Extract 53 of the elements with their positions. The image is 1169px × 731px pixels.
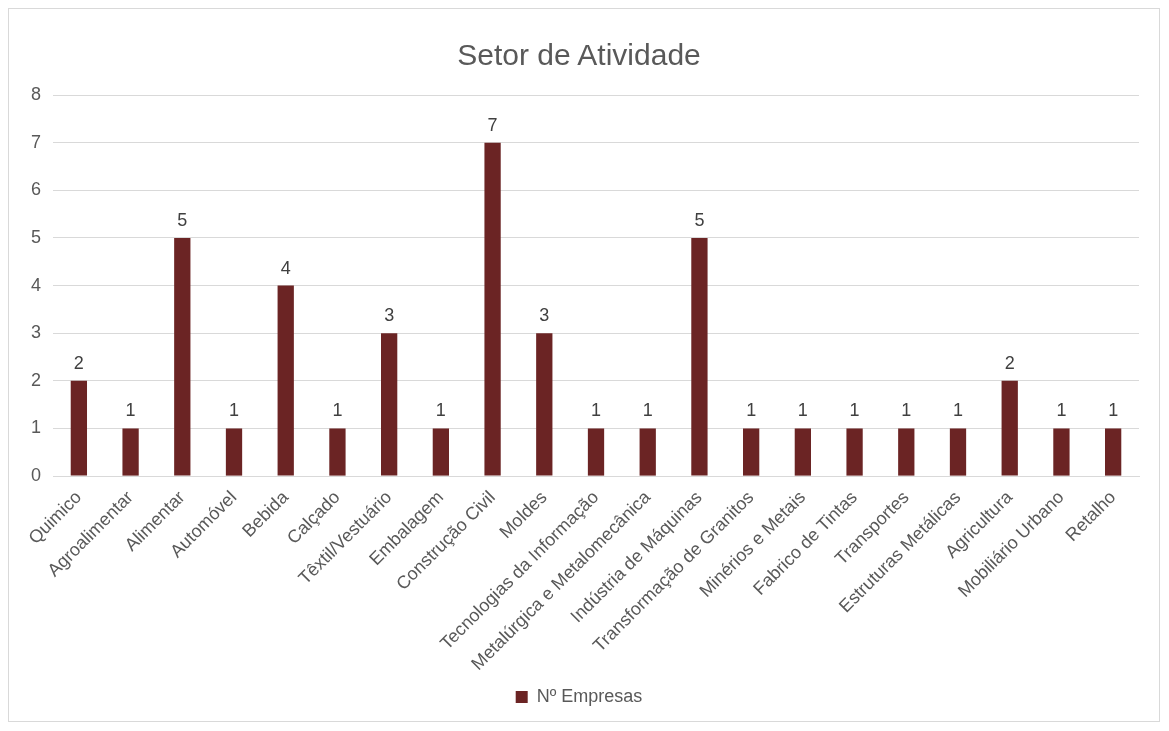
y-tick-label: 8: [31, 83, 42, 104]
data-label: 1: [642, 400, 653, 421]
bar: [949, 428, 967, 476]
y-tick-label: 0: [31, 465, 42, 486]
data-label: 5: [177, 209, 188, 230]
bar: [1105, 428, 1122, 476]
bar: [1053, 428, 1070, 476]
y-tick-label: 5: [31, 226, 42, 247]
bar: [846, 428, 863, 476]
data-label: 1: [849, 400, 860, 421]
bar: [174, 237, 191, 476]
data-label: 7: [487, 114, 498, 135]
data-label: 4: [280, 257, 291, 278]
bar: [225, 428, 243, 476]
data-label: 1: [901, 400, 912, 421]
bar: [587, 428, 605, 476]
chart-title: Setor de Atividade: [457, 38, 701, 72]
data-label: 1: [332, 400, 343, 421]
data-label: 1: [1056, 400, 1067, 421]
bar: [122, 428, 139, 476]
y-tick-label: 3: [31, 322, 42, 343]
bar: [639, 428, 656, 476]
data-label: 1: [435, 400, 446, 421]
data-label: 2: [73, 352, 84, 373]
y-tick-label: 2: [31, 369, 42, 390]
bar: [484, 142, 501, 476]
bar: [536, 333, 553, 476]
bar: [432, 428, 450, 476]
data-label: 1: [746, 400, 757, 421]
bar: [1001, 380, 1018, 476]
y-tick-label: 7: [31, 131, 42, 152]
bar: [691, 237, 708, 476]
data-label: 1: [952, 400, 964, 421]
data-label: 1: [797, 400, 808, 421]
y-tick-label: 1: [31, 417, 42, 438]
bar: [743, 428, 760, 476]
bar: [70, 380, 88, 476]
legend-label: Nº Empresas: [536, 685, 643, 706]
bar: [329, 428, 346, 476]
bar: [277, 285, 294, 476]
data-label: 1: [229, 400, 240, 421]
data-label: 1: [1108, 400, 1119, 421]
data-label: 1: [591, 400, 602, 421]
bar: [898, 428, 915, 476]
data-label: 5: [694, 209, 705, 230]
data-label: 2: [1004, 352, 1015, 373]
data-label: 3: [539, 305, 550, 326]
data-label: 3: [384, 305, 395, 326]
bar: [381, 333, 398, 476]
y-tick-label: 4: [31, 274, 42, 295]
y-tick-label: 6: [31, 179, 42, 200]
data-label: 1: [125, 400, 136, 421]
bar: [794, 428, 812, 476]
